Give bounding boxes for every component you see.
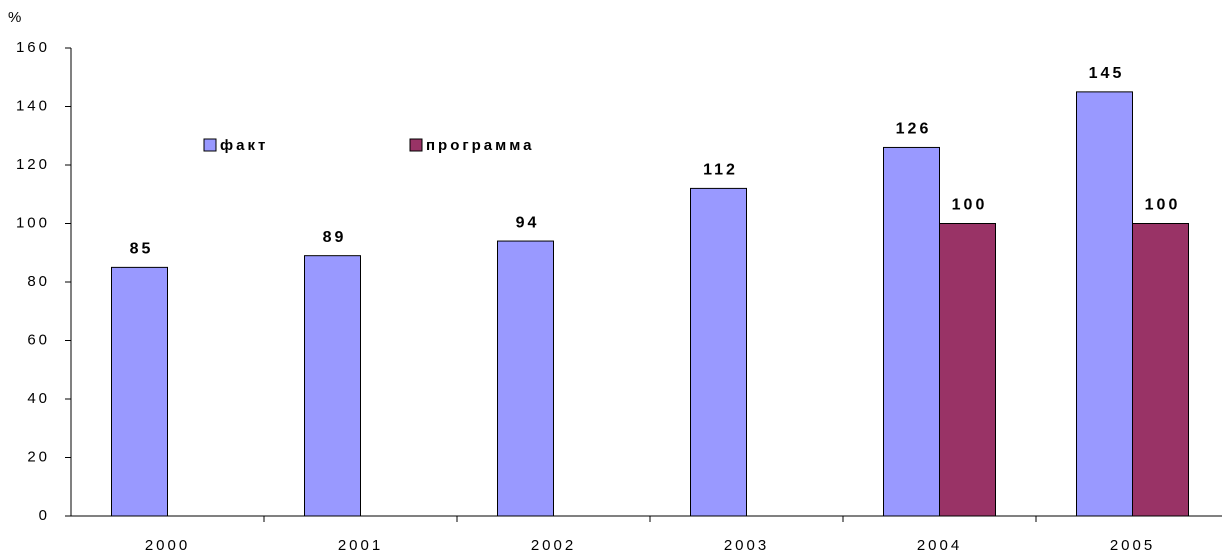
- bar: [304, 255, 361, 517]
- legend-swatch: [203, 138, 217, 152]
- x-tick-label: 2004: [917, 537, 962, 554]
- bar: [497, 240, 554, 517]
- legend-label: факт: [220, 137, 268, 154]
- bar: [690, 187, 747, 517]
- bar: [1076, 91, 1133, 517]
- value-label: 112: [703, 162, 738, 179]
- legend-swatch: [409, 138, 423, 152]
- bar: [883, 146, 940, 517]
- y-tick-label: 20: [27, 448, 50, 465]
- value-label: 100: [1145, 197, 1181, 214]
- y-tick-label: 140: [16, 97, 50, 114]
- x-tick-label: 2002: [531, 537, 576, 554]
- x-tick-label: 2000: [145, 537, 190, 554]
- value-label: 100: [952, 197, 988, 214]
- x-tick-label: 2001: [338, 537, 383, 554]
- legend-label: программа: [426, 137, 534, 154]
- x-tick-label: 2005: [1110, 537, 1155, 554]
- value-label: 145: [1089, 65, 1125, 82]
- bar: [939, 223, 996, 517]
- value-label: 94: [516, 214, 540, 231]
- y-tick-label: 80: [27, 273, 50, 290]
- x-tick-label: 2003: [724, 537, 769, 554]
- bar: [111, 266, 168, 517]
- y-tick-label: 120: [16, 156, 50, 173]
- y-tick-label: 60: [27, 331, 50, 348]
- value-label: 89: [323, 229, 347, 246]
- y-tick-label: 40: [27, 390, 50, 407]
- bar: [1132, 223, 1189, 517]
- y-tick-label: 100: [16, 214, 50, 231]
- y-tick-label: 0: [39, 507, 50, 524]
- value-label: 85: [130, 241, 154, 258]
- y-axis-label: %: [8, 9, 24, 26]
- value-label: 126: [896, 121, 932, 138]
- y-tick-label: 160: [16, 39, 50, 56]
